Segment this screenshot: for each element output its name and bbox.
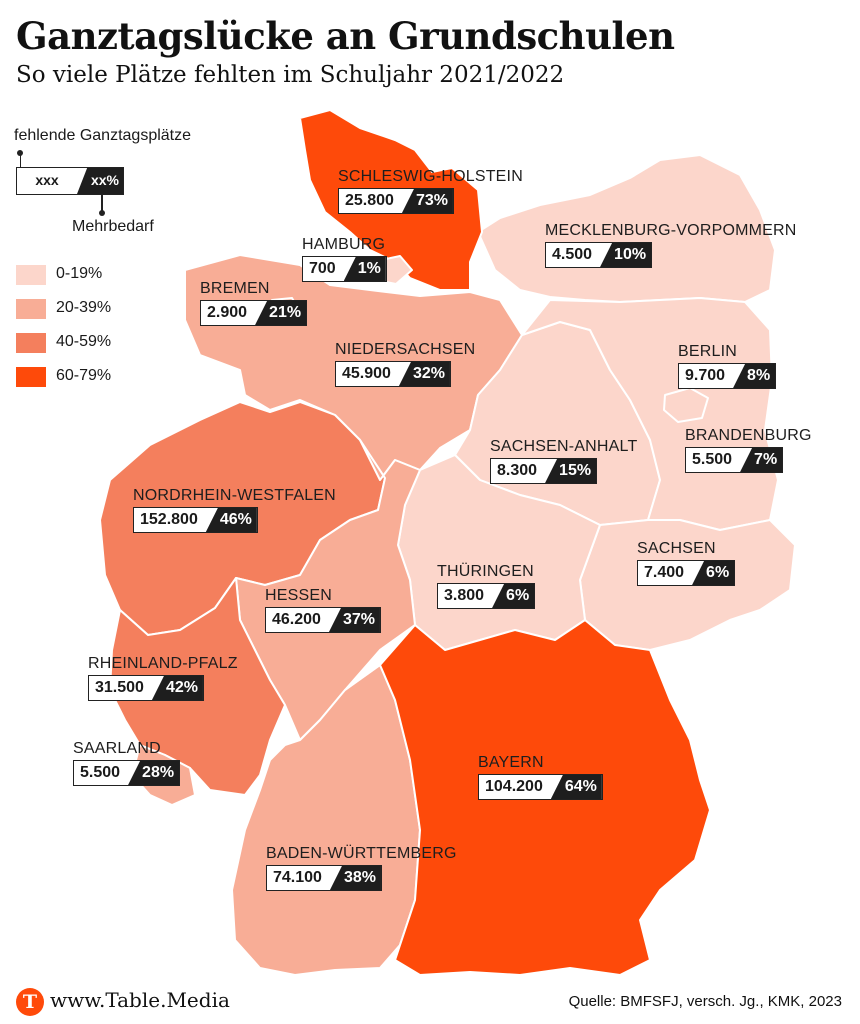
legend-swatch-0 xyxy=(16,265,46,285)
state-label-sn: SACHSEN 7.400 6% xyxy=(637,540,736,586)
legend-sample-percent: xx% xyxy=(77,168,123,194)
state-missing: 104.200 xyxy=(479,775,563,799)
legend-scale-label-3: 60-79% xyxy=(56,367,112,384)
state-label-st: SACHSEN-ANHALT 8.300 15% xyxy=(490,438,637,484)
state-name: HESSEN xyxy=(265,587,332,604)
state-value-box: 45.900 32% xyxy=(335,361,451,387)
state-value-box: 2.900 21% xyxy=(200,300,308,326)
state-missing: 3.800 xyxy=(438,584,505,608)
state-label-bb: BRANDENBURG 5.500 7% xyxy=(685,427,812,473)
state-label-he: HESSEN 46.200 37% xyxy=(265,587,381,633)
state-missing: 152.800 xyxy=(134,508,218,532)
state-name: SACHSEN-ANHALT xyxy=(490,438,638,455)
legend-missing-label: fehlende Ganztagsplätze xyxy=(14,127,192,144)
legend-sample-box: xxx xx% xyxy=(16,167,124,195)
state-value-box: 3.800 6% xyxy=(437,583,536,609)
state-name: SACHSEN xyxy=(637,540,716,557)
state-name: RHEINLAND-PFALZ xyxy=(88,655,238,672)
state-extra: 6% xyxy=(492,584,535,608)
state-extra: 73% xyxy=(401,189,453,213)
legend-scale-label-0: 0-19% xyxy=(56,265,103,282)
state-name: NORDRHEIN-WESTFALEN xyxy=(133,487,336,504)
legend-leader-top xyxy=(19,152,21,167)
state-label-by: BAYERN 104.200 64% xyxy=(478,754,603,800)
state-label-be: BERLIN 9.700 8% xyxy=(678,343,777,389)
state-name: BRANDENBURG xyxy=(685,427,812,444)
state-missing: 7.400 xyxy=(638,561,705,585)
state-label-ni: NIEDERSACHSEN 45.900 32% xyxy=(335,341,475,387)
state-value-box: 31.500 42% xyxy=(88,675,204,701)
state-missing: 5.500 xyxy=(686,448,753,472)
state-label-sh: SCHLESWIG-HOLSTEIN 25.800 73% xyxy=(338,168,523,214)
state-label-bw: BADEN-WÜRTTEMBERG 74.100 38% xyxy=(266,845,457,891)
state-value-box: 5.500 7% xyxy=(685,447,784,473)
state-extra: 6% xyxy=(692,561,735,585)
state-name: MECKLENBURG-VORPOMMERN xyxy=(545,222,797,239)
legend-scale-label-1: 20-39% xyxy=(56,299,112,316)
state-missing: 25.800 xyxy=(339,189,414,213)
state-name: BERLIN xyxy=(678,343,737,360)
state-name: SCHLESWIG-HOLSTEIN xyxy=(338,168,523,185)
legend-leader-bottom xyxy=(101,195,103,213)
state-value-box: 46.200 37% xyxy=(265,607,381,633)
state-value-box: 152.800 46% xyxy=(133,507,258,533)
page-subtitle: So viele Plätze fehlten im Schuljahr 202… xyxy=(16,62,565,88)
legend-extra-label: Mehrbedarf xyxy=(72,218,154,235)
state-value-box: 104.200 64% xyxy=(478,774,603,800)
state-name: BADEN-WÜRTTEMBERG xyxy=(266,845,457,862)
state-missing: 46.200 xyxy=(266,608,341,632)
state-value-box: 25.800 73% xyxy=(338,188,454,214)
state-label-hb: BREMEN 2.900 21% xyxy=(200,280,308,326)
state-missing: 4.500 xyxy=(546,243,613,267)
footer-site-link[interactable]: www.Table.Media xyxy=(50,988,230,1012)
legend-scale-label-2: 40-59% xyxy=(56,333,112,350)
state-name: HAMBURG xyxy=(302,236,386,253)
state-shape-he[interactable] xyxy=(235,439,421,741)
state-missing: 45.900 xyxy=(336,362,411,386)
legend-swatch-1 xyxy=(16,299,46,319)
state-extra: 10% xyxy=(600,243,652,267)
state-label-mv: MECKLENBURG-VORPOMMERN 4.500 10% xyxy=(545,222,797,268)
state-label-th: THÜRINGEN 3.800 6% xyxy=(437,563,536,609)
state-extra: 32% xyxy=(398,362,450,386)
state-value-box: 9.700 8% xyxy=(678,363,777,389)
state-value-box: 74.100 38% xyxy=(266,865,382,891)
state-value-box: 4.500 10% xyxy=(545,242,653,268)
state-name: THÜRINGEN xyxy=(437,563,534,580)
state-name: BAYERN xyxy=(478,754,544,771)
state-name: BREMEN xyxy=(200,280,270,297)
state-value-box: 8.300 15% xyxy=(490,458,598,484)
state-value-box: 5.500 28% xyxy=(73,760,181,786)
state-missing: 74.100 xyxy=(267,866,342,890)
state-missing: 31.500 xyxy=(89,676,164,700)
state-name: SAARLAND xyxy=(73,740,161,757)
page-title: Ganztagslücke an Grundschulen xyxy=(16,14,675,58)
legend-swatch-3 xyxy=(16,367,46,387)
table-media-logo: T xyxy=(16,988,44,1016)
state-label-hh: HAMBURG 700 1% xyxy=(302,236,387,282)
state-label-sl: SAARLAND 5.500 28% xyxy=(73,740,181,786)
state-label-rp: RHEINLAND-PFALZ 31.500 42% xyxy=(88,655,238,701)
legend-swatch-2 xyxy=(16,333,46,353)
state-missing: 2.900 xyxy=(201,301,268,325)
state-missing: 8.300 xyxy=(491,459,558,483)
state-label-nw: NORDRHEIN-WESTFALEN 152.800 46% xyxy=(133,487,336,533)
state-value-box: 7.400 6% xyxy=(637,560,736,586)
state-missing: 5.500 xyxy=(74,761,141,785)
state-name: NIEDERSACHSEN xyxy=(335,341,476,358)
legend-dot-bottom xyxy=(98,210,105,216)
state-missing: 9.700 xyxy=(679,364,746,388)
legend-sample-number: xxx xyxy=(35,172,59,188)
state-extra: 46% xyxy=(205,508,257,532)
state-value-box: 700 1% xyxy=(302,256,387,282)
footer-source: Quelle: BMFSFJ, versch. Jg., KMK, 2023 xyxy=(568,993,842,1010)
